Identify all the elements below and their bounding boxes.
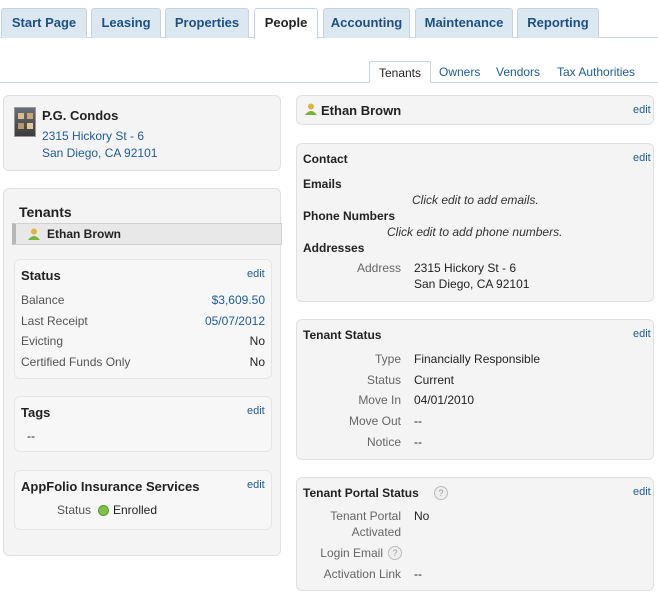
evicting-value: No [249,334,265,348]
insurance-status-label: Status [57,503,92,517]
status-edit-link[interactable]: edit [247,268,265,280]
last-receipt-value[interactable]: 05/07/2012 [204,314,265,328]
move-out-value: -- [414,414,422,428]
tab-start-page[interactable]: Start Page [1,8,87,38]
property-thumbnail[interactable] [14,107,36,137]
tenant-list-name: Ethan Brown [47,227,121,241]
tenant-status-panel: Tenant Status edit Type Financially Resp… [296,319,654,460]
tags-value: -- [27,429,35,443]
tab-accounting[interactable]: Accounting [323,8,410,38]
notice-value: -- [414,435,422,449]
move-in-label: Move In [358,393,401,407]
status-label: Status [366,373,401,387]
evicting-label: Evicting [21,334,64,348]
help-icon[interactable]: ? [388,546,402,560]
property-address-line1[interactable]: 2315 Hickory St - 6 [42,129,145,143]
tab-people[interactable]: People [254,8,318,39]
subnav-divider [0,82,658,83]
addresses-label: Addresses [303,241,365,255]
move-in-value: 04/01/2010 [414,393,475,407]
subtab-vendors[interactable]: Vendors [496,65,541,79]
portal-status-title: Tenant Portal Status [303,486,419,500]
emails-label: Emails [303,177,342,191]
portal-edit-link[interactable]: edit [633,486,651,498]
tags-title: Tags [21,405,51,420]
activation-link-value: -- [414,567,422,581]
subtab-tax-authorities[interactable]: Tax Authorities [557,65,636,79]
subtab-owners[interactable]: Owners [439,65,481,79]
enrolled-status-icon [98,505,109,516]
portal-activated-value: No [414,509,430,523]
tenant-name-heading: Ethan Brown [321,103,402,118]
certified-funds-label: Certified Funds Only [21,355,131,369]
contact-title: Contact [303,152,348,166]
portal-activated-label-line2: Activated [351,525,401,539]
emails-hint: Click edit to add emails. [412,193,539,207]
portal-activated-label-line1: Tenant Portal [330,509,401,523]
status-title: Status [21,268,61,283]
insurance-status-value: Enrolled [113,503,158,517]
help-icon[interactable]: ? [434,486,448,500]
type-label: Type [374,352,401,366]
tab-reporting[interactable]: Reporting [517,8,599,38]
tenant-edit-link[interactable]: edit [633,104,651,116]
activation-link-label: Activation Link [323,567,401,581]
login-email-label: Login Email [320,546,383,560]
insurance-edit-link[interactable]: edit [247,479,265,491]
property-card: P.G. Condos 2315 Hickory St - 6 San Dieg… [3,95,281,171]
contact-panel: Contact edit Emails Click edit to add em… [296,143,654,302]
tenant-list-item[interactable]: Ethan Brown [12,223,282,245]
type-value: Financially Responsible [414,352,541,366]
tenants-title: Tenants [19,204,72,220]
tags-section: Tags edit -- [14,396,272,452]
subtab-tenants[interactable]: Tenants [369,61,431,83]
contact-address-line2: San Diego, CA 92101 [414,277,530,291]
person-icon [28,228,40,240]
phone-numbers-hint: Click edit to add phone numbers. [387,225,563,239]
notice-label: Notice [366,435,401,449]
portal-status-panel: Tenant Portal Status ? edit Tenant Porta… [296,477,654,591]
status-value: Current [414,373,455,387]
tab-maintenance[interactable]: Maintenance [415,8,513,38]
tenant-status-title: Tenant Status [303,328,382,342]
tags-edit-link[interactable]: edit [247,405,265,417]
tenant-header: Ethan Brown edit [296,95,654,125]
insurance-section: AppFolio Insurance Services edit Status … [14,470,272,530]
property-name: P.G. Condos [42,108,119,123]
person-icon [305,103,317,115]
tenants-panel: Tenants Ethan Brown Status edit Balance … [3,188,282,556]
tab-leasing[interactable]: Leasing [91,8,161,38]
insurance-title: AppFolio Insurance Services [21,479,200,494]
address-label: Address [357,261,402,275]
balance-value[interactable]: $3,609.50 [211,293,265,307]
balance-label: Balance [21,293,65,307]
tenant-status-edit-link[interactable]: edit [633,328,651,340]
property-address-line2[interactable]: San Diego, CA 92101 [42,146,158,160]
certified-funds-value: No [249,355,265,369]
main-nav: Start Page Leasing Properties People Acc… [0,0,658,39]
move-out-label: Move Out [348,414,401,428]
phone-numbers-label: Phone Numbers [303,209,396,223]
contact-address-line1: 2315 Hickory St - 6 [414,261,517,275]
status-section: Status edit Balance $3,609.50 Last Recei… [14,259,272,379]
tab-properties[interactable]: Properties [165,8,249,38]
last-receipt-label: Last Receipt [21,314,88,328]
contact-edit-link[interactable]: edit [633,152,651,164]
